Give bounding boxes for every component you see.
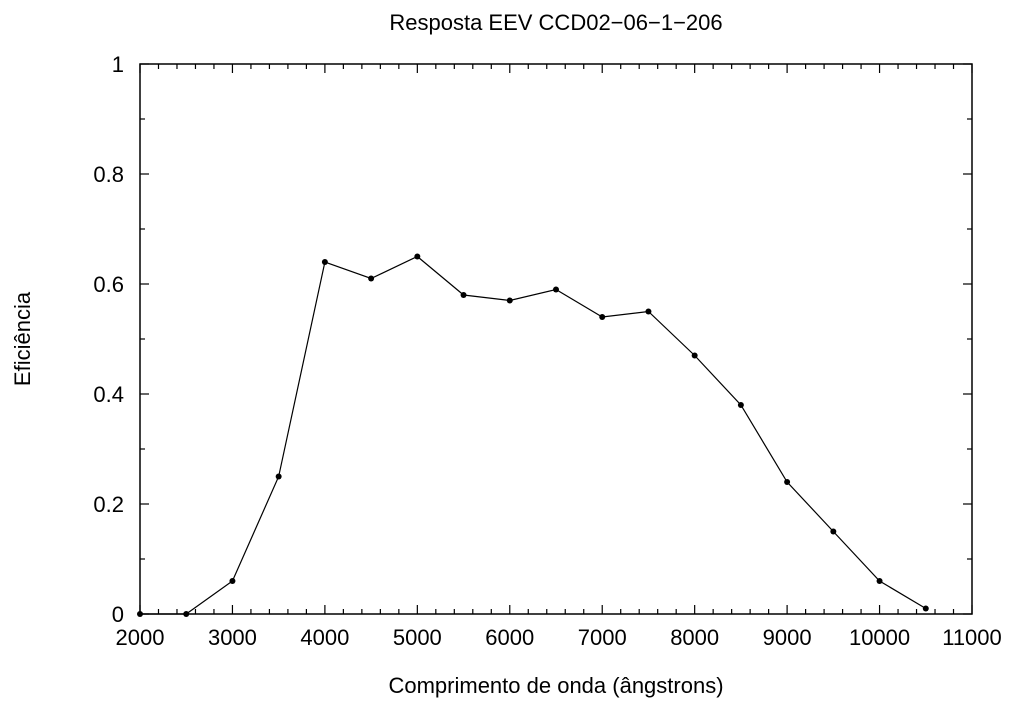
x-tick-label: 2000 [116, 625, 165, 650]
x-tick-label: 11000 [942, 625, 1002, 650]
y-tick-label: 0.4 [93, 382, 124, 407]
x-tick-label: 9000 [763, 625, 812, 650]
data-point [275, 473, 282, 480]
x-axis-label: Comprimento de onda (ângstrons) [388, 673, 723, 698]
y-tick-label: 1 [112, 52, 124, 77]
efficiency-series-line [140, 255, 927, 615]
x-tick-label: 6000 [485, 625, 534, 650]
x-tick-label: 5000 [393, 625, 442, 650]
data-point [553, 286, 559, 293]
x-tick-label: 7000 [578, 625, 627, 650]
data-point [460, 292, 467, 298]
data-point [414, 253, 421, 260]
x-tick-label: 10000 [849, 625, 910, 650]
y-axis-label: Eficiência [10, 291, 35, 386]
data-points [137, 253, 929, 617]
x-tick-label: 3000 [208, 625, 257, 650]
data-point [506, 297, 513, 304]
tick-labels: 2000 3000 4000 5000 6000 7000 8000 9000 10000 110… [93, 52, 1001, 650]
chart-title: Resposta EEV CCD02−06−1−206 [389, 10, 722, 35]
x-tick-label: 8000 [670, 625, 719, 650]
data-point [922, 605, 929, 612]
data-point [183, 611, 190, 617]
y-tick-label: 0.6 [93, 272, 124, 297]
data-point [876, 578, 883, 584]
data-point [830, 528, 837, 535]
data-point [137, 611, 143, 617]
y-tick-label: 0.8 [93, 162, 124, 187]
axis-ticks [139, 63, 973, 615]
data-point [737, 402, 744, 408]
data-point [229, 578, 236, 584]
data-point [691, 352, 698, 359]
data-point [599, 314, 606, 320]
data-point [645, 308, 652, 315]
plot-frame [139, 63, 973, 615]
y-tick-label: 0.2 [93, 492, 124, 517]
x-tick-label: 4000 [300, 625, 349, 650]
data-point [368, 275, 375, 282]
data-point [321, 259, 328, 265]
data-point [784, 479, 791, 485]
y-tick-label: 0 [112, 602, 124, 627]
